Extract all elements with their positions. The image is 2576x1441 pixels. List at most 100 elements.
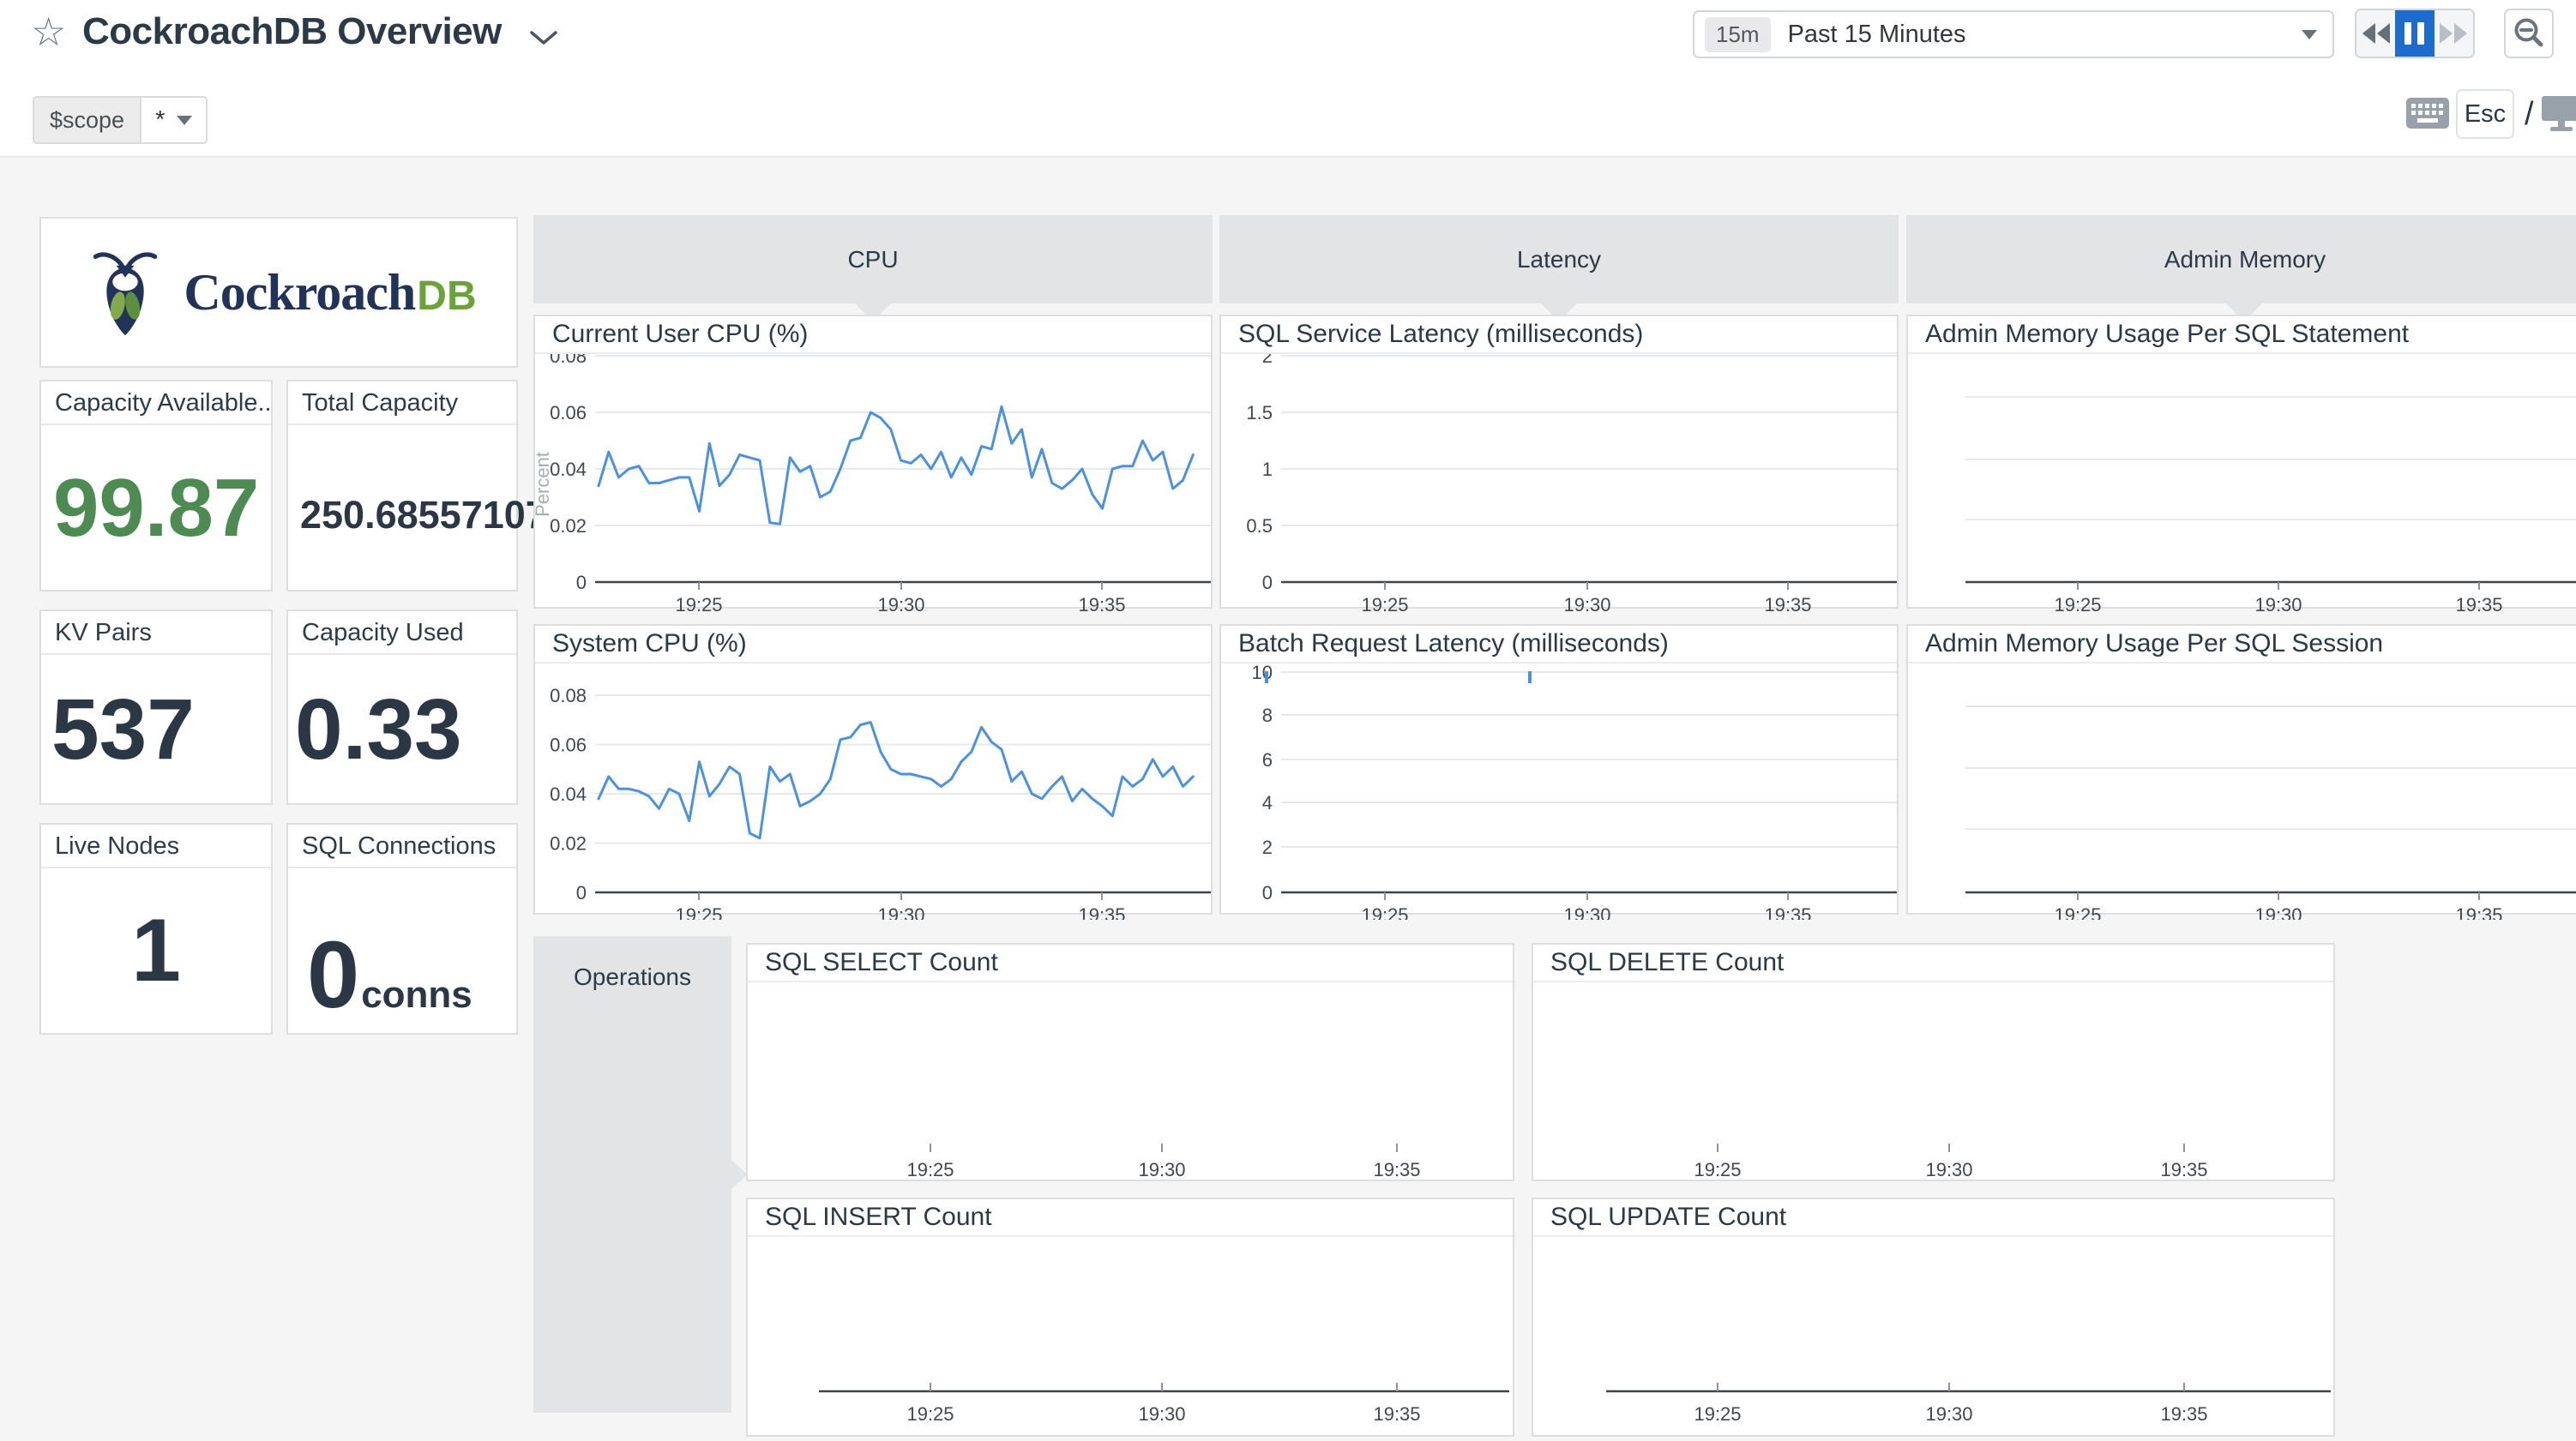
- stat-card-capacity-used: Capacity Used 0.33: [286, 609, 518, 805]
- svg-text:2: 2: [1262, 354, 1273, 367]
- chart-plot-sql-select-count[interactable]: 19:25 19:30 19:35: [748, 982, 1516, 1185]
- slash-separator: /: [2525, 96, 2534, 132]
- chart-title: SQL UPDATE Count: [1533, 1199, 2333, 1237]
- scope-value: *: [155, 105, 166, 134]
- chart-plot-system-cpu[interactable]: 0.08 0.06 0.04 0.02 0 19:25 19:30 19:35: [535, 663, 1214, 920]
- svg-text:0.02: 0.02: [550, 515, 587, 537]
- chart-card-admin-memory-statement: Admin Memory Usage Per SQL Statement 19:…: [1906, 315, 2576, 614]
- svg-text:19:35: 19:35: [1078, 594, 1125, 614]
- svg-text:19:30: 19:30: [1925, 1403, 1972, 1425]
- svg-text:19:30: 19:30: [2254, 594, 2302, 614]
- group-header-latency[interactable]: Latency: [1219, 215, 1899, 303]
- chart-plot-batch-request-latency[interactable]: 10 8 6 4 2 0 19:25 19:30 19:35: [1221, 663, 1900, 920]
- group-label: CPU: [847, 245, 899, 273]
- chart-title: System CPU (%): [535, 626, 1211, 663]
- svg-text:19:30: 19:30: [877, 594, 924, 614]
- scope-value-dropdown[interactable]: *: [141, 98, 206, 142]
- svg-text:0.04: 0.04: [550, 784, 587, 805]
- chart-card-system-cpu: System CPU (%) 0.08 0.06 0.04 0.02 0 19:25 19:…: [533, 624, 1213, 920]
- group-label: Operations: [574, 964, 691, 990]
- stat-value: 99.87: [53, 461, 260, 554]
- chart-plot-admin-memory-session[interactable]: 19:25 19:30 19:35: [1908, 663, 2576, 920]
- svg-text:0: 0: [576, 572, 587, 593]
- chart-card-sql-delete-count: SQL DELETE Count 19:25 19:30 19:35: [1532, 943, 2335, 1181]
- stat-value: 0: [307, 922, 360, 1028]
- chart-card-sql-select-count: SQL SELECT Count 19:25 19:30 19:35: [746, 943, 1514, 1181]
- svg-text:Percent: Percent: [535, 452, 553, 517]
- chart-plot-current-user-cpu[interactable]: 0.08 0.06 0.04 0.02 0 19:25 19:30 19:35 Percent: [535, 354, 1214, 614]
- svg-text:19:35: 19:35: [2160, 1403, 2207, 1425]
- svg-text:19:25: 19:25: [675, 594, 722, 614]
- chart-plot-sql-insert-count[interactable]: 19:25 19:30 19:35: [748, 1237, 1516, 1440]
- esc-label: Esc: [2464, 99, 2507, 128]
- pause-icon: [2404, 22, 2425, 45]
- svg-text:19:35: 19:35: [1373, 1159, 1420, 1180]
- group-header-cpu[interactable]: CPU: [533, 215, 1213, 303]
- pause-button[interactable]: [2395, 10, 2435, 57]
- chart-card-sql-service-latency: SQL Service Latency (milliseconds) 2 1.5 1…: [1219, 315, 1899, 614]
- svg-text:19:25: 19:25: [1694, 1403, 1741, 1425]
- svg-text:19:30: 19:30: [1563, 904, 1610, 920]
- stat-value: 0.33: [295, 681, 462, 778]
- fast-forward-button[interactable]: [2435, 10, 2473, 57]
- group-header-admin-memory[interactable]: Admin Memory: [1906, 215, 2576, 303]
- chart-card-admin-memory-session: Admin Memory Usage Per SQL Session 19:25…: [1906, 624, 2576, 920]
- chart-title: Admin Memory Usage Per SQL Statement: [1908, 316, 2576, 354]
- caret-down-icon: [177, 115, 193, 125]
- svg-text:19:25: 19:25: [1361, 594, 1408, 614]
- stat-card-total-capacity: Total Capacity 250.6855710720 GB: [286, 380, 617, 591]
- chart-card-batch-request-latency: Batch Request Latency (milliseconds) 10 8…: [1219, 624, 1899, 920]
- group-notch: [731, 1160, 748, 1189]
- time-range-selector[interactable]: 15m Past 15 Minutes: [1693, 10, 2334, 58]
- svg-text:0: 0: [576, 882, 587, 904]
- svg-text:19:25: 19:25: [675, 904, 722, 920]
- esc-key-button[interactable]: Esc: [2456, 89, 2514, 139]
- svg-text:0.5: 0.5: [1246, 515, 1273, 537]
- stat-value: 1: [131, 901, 181, 1000]
- svg-text:19:30: 19:30: [877, 904, 924, 920]
- stat-value: 537: [51, 681, 195, 778]
- favorite-star-icon[interactable]: ☆: [31, 9, 67, 54]
- svg-text:0: 0: [1262, 882, 1273, 904]
- svg-text:0.04: 0.04: [550, 459, 587, 480]
- chart-title: SQL DELETE Count: [1533, 945, 2333, 982]
- replay-controls: [2355, 9, 2475, 58]
- svg-text:6: 6: [1262, 749, 1273, 771]
- svg-text:1.5: 1.5: [1246, 402, 1273, 423]
- keyboard-shortcuts-icon[interactable]: [2406, 98, 2449, 133]
- zoom-out-button[interactable]: [2504, 9, 2554, 58]
- chart-plot-sql-delete-count[interactable]: 19:25 19:30 19:35: [1533, 982, 2337, 1185]
- svg-text:19:25: 19:25: [906, 1403, 954, 1425]
- svg-text:19:30: 19:30: [1138, 1403, 1185, 1425]
- chart-plot-sql-service-latency[interactable]: 2 1.5 1 0.5 0 19:25 19:30 19:35: [1221, 354, 1900, 614]
- svg-text:0.02: 0.02: [550, 833, 587, 855]
- chart-card-current-user-cpu: Current User CPU (%) 0.08 0.06 0.04 0.02 0 19…: [533, 315, 1213, 614]
- group-header-operations[interactable]: Operations: [533, 936, 731, 1413]
- stat-unit: conns: [361, 974, 472, 1016]
- svg-text:19:35: 19:35: [2455, 904, 2502, 920]
- page-title[interactable]: CockroachDB Overview: [82, 10, 502, 52]
- svg-text:2: 2: [1262, 837, 1273, 858]
- zoom-out-icon: [2514, 18, 2543, 47]
- monitor-icon: [2542, 96, 2576, 131]
- chevron-down-icon[interactable]: [530, 31, 557, 51]
- fullscreen-tv-button[interactable]: [2542, 96, 2576, 136]
- svg-text:10: 10: [1252, 663, 1273, 683]
- svg-text:19:35: 19:35: [2160, 1159, 2207, 1180]
- chart-plot-admin-memory-statement[interactable]: 19:25 19:30 19:35: [1908, 354, 2576, 614]
- rewind-button[interactable]: [2356, 10, 2395, 57]
- stat-title: Live Nodes: [41, 825, 271, 868]
- cockroachdb-logo-card: CockroachDB: [39, 217, 518, 368]
- chart-plot-sql-update-count[interactable]: 19:25 19:30 19:35: [1533, 1237, 2337, 1440]
- stat-card-live-nodes: Live Nodes 1: [39, 823, 273, 1035]
- svg-text:19:35: 19:35: [1373, 1403, 1420, 1425]
- svg-text:0.08: 0.08: [550, 685, 587, 706]
- svg-text:19:30: 19:30: [1925, 1159, 1972, 1180]
- stat-title: SQL Connections: [288, 825, 516, 868]
- svg-text:0: 0: [1262, 572, 1273, 593]
- time-range-label: Past 15 Minutes: [1787, 20, 1966, 48]
- template-variable-scope[interactable]: $scope *: [33, 96, 208, 144]
- svg-text:19:30: 19:30: [1138, 1159, 1185, 1180]
- svg-text:19:25: 19:25: [2054, 904, 2101, 920]
